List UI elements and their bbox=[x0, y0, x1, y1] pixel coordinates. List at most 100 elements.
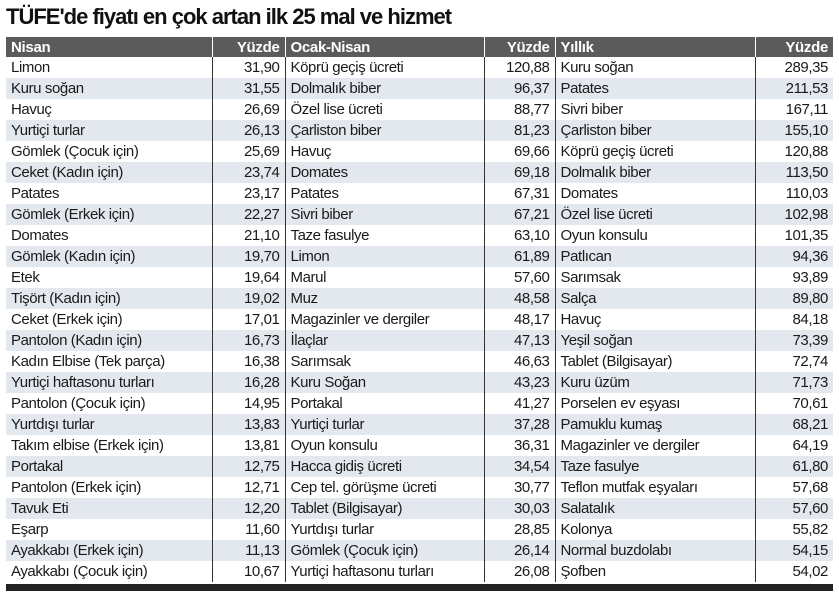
pct-nisan: 17,01 bbox=[211, 309, 285, 330]
item-ocak-nisan: Dolmalık biber bbox=[284, 78, 484, 99]
pct-yillik: 155,10 bbox=[754, 120, 833, 141]
header-yuzde-yillik: Yüzde bbox=[754, 37, 833, 57]
pct-nisan: 19,02 bbox=[211, 288, 285, 309]
item-yillik: Sivri biber bbox=[554, 99, 755, 120]
item-ocak-nisan: Çarliston biber bbox=[284, 120, 484, 141]
pct-yillik: 57,60 bbox=[754, 498, 833, 519]
item-yillik: Tablet (Bilgisayar) bbox=[554, 351, 755, 372]
item-ocak-nisan: Limon bbox=[284, 246, 484, 267]
item-nisan: Ceket (Erkek için) bbox=[11, 311, 123, 328]
pct-yillik: 73,39 bbox=[754, 330, 833, 351]
item-ocak-nisan: Köprü geçiş ücreti bbox=[284, 57, 484, 78]
header-ocak-nisan: Ocak-Nisan bbox=[284, 37, 484, 57]
item-ocak-nisan: Taze fasulye bbox=[284, 225, 484, 246]
item-ocak-nisan: Magazinler ve dergiler bbox=[284, 309, 484, 330]
pct-nisan: 12,71 bbox=[211, 477, 285, 498]
pct-yillik: 167,11 bbox=[754, 99, 833, 120]
item-ocak-nisan: Yurtiçi turlar bbox=[284, 414, 484, 435]
table-row: Pantolon (Kadın için) 16,73 İlaçlar 47,13 Ye… bbox=[6, 330, 833, 351]
table-row: Ceket (Erkek için) 17,01 Magazinler ve der… bbox=[6, 309, 833, 330]
item-yillik: Normal buzdolabı bbox=[554, 540, 755, 561]
pct-nisan: 12,75 bbox=[211, 456, 285, 477]
pct-ocak-nisan: 57,60 bbox=[483, 267, 555, 288]
pct-nisan: 13,83 bbox=[211, 414, 285, 435]
table-row: Yurtiçi turlar 26,13 Çarliston biber 81,23 Ç… bbox=[6, 120, 833, 141]
price-increase-table: Nisan Yüzde Ocak-Nisan Yüzde Yıllık Yüzd… bbox=[6, 37, 833, 582]
pct-ocak-nisan: 48,58 bbox=[483, 288, 555, 309]
item-ocak-nisan: Özel lise ücreti bbox=[284, 99, 484, 120]
pct-ocak-nisan: 67,31 bbox=[483, 183, 555, 204]
pct-nisan: 23,17 bbox=[211, 183, 285, 204]
pct-yillik: 61,80 bbox=[754, 456, 833, 477]
item-nisan: Pantolon (Erkek için) bbox=[11, 479, 141, 496]
pct-nisan: 12,20 bbox=[211, 498, 285, 519]
pct-ocak-nisan: 48,17 bbox=[483, 309, 555, 330]
pct-yillik: 54,15 bbox=[754, 540, 833, 561]
item-nisan: Patates bbox=[11, 185, 60, 202]
item-yillik: Oyun konsulu bbox=[554, 225, 755, 246]
pct-yillik: 120,88 bbox=[754, 141, 833, 162]
pct-ocak-nisan: 43,23 bbox=[483, 372, 555, 393]
table-row: Ceket (Kadın için) 23,74 Domates 69,18 Dolma… bbox=[6, 162, 833, 183]
item-nisan: Havuç bbox=[11, 101, 52, 118]
pct-ocak-nisan: 30,77 bbox=[483, 477, 555, 498]
pct-yillik: 101,35 bbox=[754, 225, 833, 246]
table-row: Pantolon (Çocuk için) 14,95 Portakal 41,27 P… bbox=[6, 393, 833, 414]
item-ocak-nisan: Marul bbox=[284, 267, 484, 288]
item-nisan: Tişört (Kadın için) bbox=[6, 288, 212, 309]
pct-ocak-nisan: 61,89 bbox=[483, 246, 555, 267]
pct-nisan: 14,95 bbox=[211, 393, 285, 414]
item-nisan: Gömlek (Erkek için) bbox=[6, 204, 212, 225]
item-ocak-nisan: Kuru Soğan bbox=[284, 372, 484, 393]
pct-yillik: 84,18 bbox=[754, 309, 833, 330]
pct-yillik: 93,89 bbox=[754, 267, 833, 288]
pct-nisan: 21,10 bbox=[211, 225, 285, 246]
item-nisan: Portakal bbox=[6, 456, 212, 477]
item-yillik: Kolonya bbox=[554, 519, 755, 540]
item-nisan: Ayakkabı (Çocuk için) bbox=[11, 563, 148, 580]
header-yuzde-ocak-nisan: Yüzde bbox=[483, 37, 555, 57]
item-yillik: Patates bbox=[554, 78, 755, 99]
table-row: Gömlek (Kadın için) 19,70 Limon 61,89 Patlıc… bbox=[6, 246, 833, 267]
item-nisan: Gömlek (Kadın için) bbox=[6, 246, 212, 267]
item-yillik: Dolmalık biber bbox=[554, 162, 755, 183]
item-nisan: Limon bbox=[11, 59, 50, 76]
table-row: Etek 19,64 Marul 57,60 Sarımsak 93,89 bbox=[6, 267, 833, 288]
pct-yillik: 57,68 bbox=[754, 477, 833, 498]
pct-nisan: 16,73 bbox=[211, 330, 285, 351]
pct-nisan: 22,27 bbox=[211, 204, 285, 225]
pct-ocak-nisan: 46,63 bbox=[483, 351, 555, 372]
bottom-bar bbox=[6, 584, 833, 591]
table-row: Kadın Elbise (Tek parça) 16,38 Sarımsak 46,… bbox=[6, 351, 833, 372]
pct-ocak-nisan: 26,14 bbox=[483, 540, 555, 561]
pct-yillik: 113,50 bbox=[754, 162, 833, 183]
page-title: TÜFE'de fiyatı en çok artan ilk 25 mal v… bbox=[6, 4, 452, 29]
item-yillik: Havuç bbox=[554, 309, 755, 330]
item-yillik: Teflon mutfak eşyaları bbox=[554, 477, 755, 498]
item-yillik: Sarımsak bbox=[554, 267, 755, 288]
table-row: Yurtdışı turlar 13,83 Yurtiçi turlar 37,28 P… bbox=[6, 414, 833, 435]
pct-ocak-nisan: 69,18 bbox=[483, 162, 555, 183]
pct-ocak-nisan: 96,37 bbox=[483, 78, 555, 99]
pct-yillik: 289,35 bbox=[754, 57, 833, 78]
item-nisan: Ceket (Kadın için) bbox=[6, 162, 212, 183]
item-yillik: Köprü geçiş ücreti bbox=[554, 141, 755, 162]
item-nisan: Tavuk Eti bbox=[6, 498, 212, 519]
pct-nisan: 16,38 bbox=[211, 351, 285, 372]
pct-ocak-nisan: 63,10 bbox=[483, 225, 555, 246]
table-row: Portakal 12,75 Hacca gidiş ücreti 34,54 Taze… bbox=[6, 456, 833, 477]
pct-nisan: 31,90 bbox=[211, 57, 285, 78]
item-ocak-nisan: Domates bbox=[284, 162, 484, 183]
table-row: Eşarp 11,60 Yurtdışı turlar 28,85 Kolonya 55,… bbox=[6, 519, 833, 540]
pct-ocak-nisan: 41,27 bbox=[483, 393, 555, 414]
pct-yillik: 102,98 bbox=[754, 204, 833, 225]
pct-nisan: 19,64 bbox=[211, 267, 285, 288]
item-nisan: Kuru soğan bbox=[6, 78, 212, 99]
item-nisan: Yurtiçi turlar bbox=[6, 120, 212, 141]
item-nisan: Pantolon (Kadın için) bbox=[6, 330, 212, 351]
item-nisan: Pantolon (Çocuk için) bbox=[11, 395, 146, 412]
item-yillik: Porselen ev eşyası bbox=[554, 393, 755, 414]
pct-nisan: 23,74 bbox=[211, 162, 285, 183]
item-yillik: Çarliston biber bbox=[554, 120, 755, 141]
pct-ocak-nisan: 67,21 bbox=[483, 204, 555, 225]
